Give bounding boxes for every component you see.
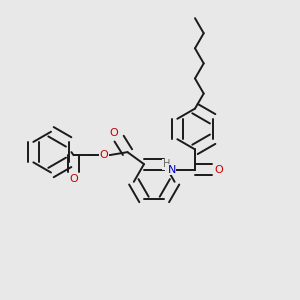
Text: H: H (163, 159, 170, 170)
Text: O: O (69, 174, 78, 184)
Text: O: O (109, 128, 118, 138)
Text: N: N (167, 165, 176, 175)
Text: O: O (214, 165, 224, 175)
Text: O: O (100, 150, 109, 160)
